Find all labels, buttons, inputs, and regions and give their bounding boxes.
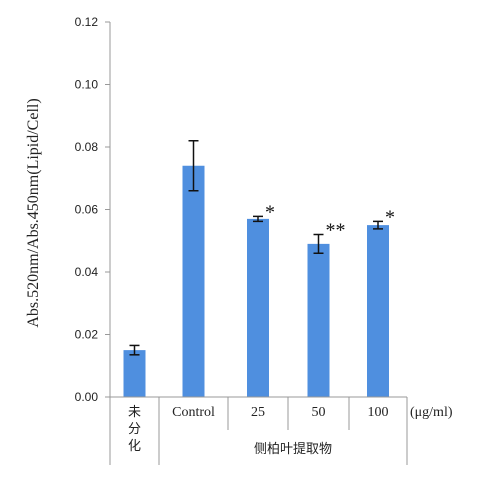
y-tick-label: 0.04 <box>75 265 99 279</box>
y-tick-label: 0.00 <box>75 390 99 404</box>
y-axis-ticks: 0.00 0.02 0.04 0.06 0.08 0.10 0.12 <box>75 15 110 404</box>
x-category-label: 50 <box>312 405 326 420</box>
y-tick-label: 0.06 <box>75 203 99 217</box>
x-category-label: Control <box>172 405 215 420</box>
bar <box>307 243 330 397</box>
bar <box>123 350 146 397</box>
bar <box>247 218 269 397</box>
axes <box>109 22 408 465</box>
bars <box>123 165 389 397</box>
x-category-label: 未分化 <box>128 405 141 454</box>
unit-label: (μg/ml) <box>410 405 453 420</box>
y-tick-label: 0.08 <box>75 140 99 154</box>
group-label: 侧柏叶提取物 <box>254 441 332 457</box>
significance-mark: ** <box>326 220 346 242</box>
y-axis-label: Abs.520nm/Abs.450nm(Lipid/Cell) <box>25 98 42 327</box>
x-category-label: 25 <box>251 405 265 420</box>
y-tick-label: 0.02 <box>75 328 99 342</box>
bar <box>182 165 205 397</box>
significance-mark: * <box>385 206 395 228</box>
y-tick-label: 0.12 <box>75 15 99 29</box>
y-tick-label: 0.10 <box>75 78 99 92</box>
x-category-labels: 未分化 Control 25 50 100 <box>128 405 389 454</box>
error-bars <box>129 140 383 356</box>
significance-marks: **** <box>265 201 395 241</box>
significance-mark: * <box>265 201 275 223</box>
x-category-label: 100 <box>368 405 389 420</box>
bar <box>367 225 389 397</box>
